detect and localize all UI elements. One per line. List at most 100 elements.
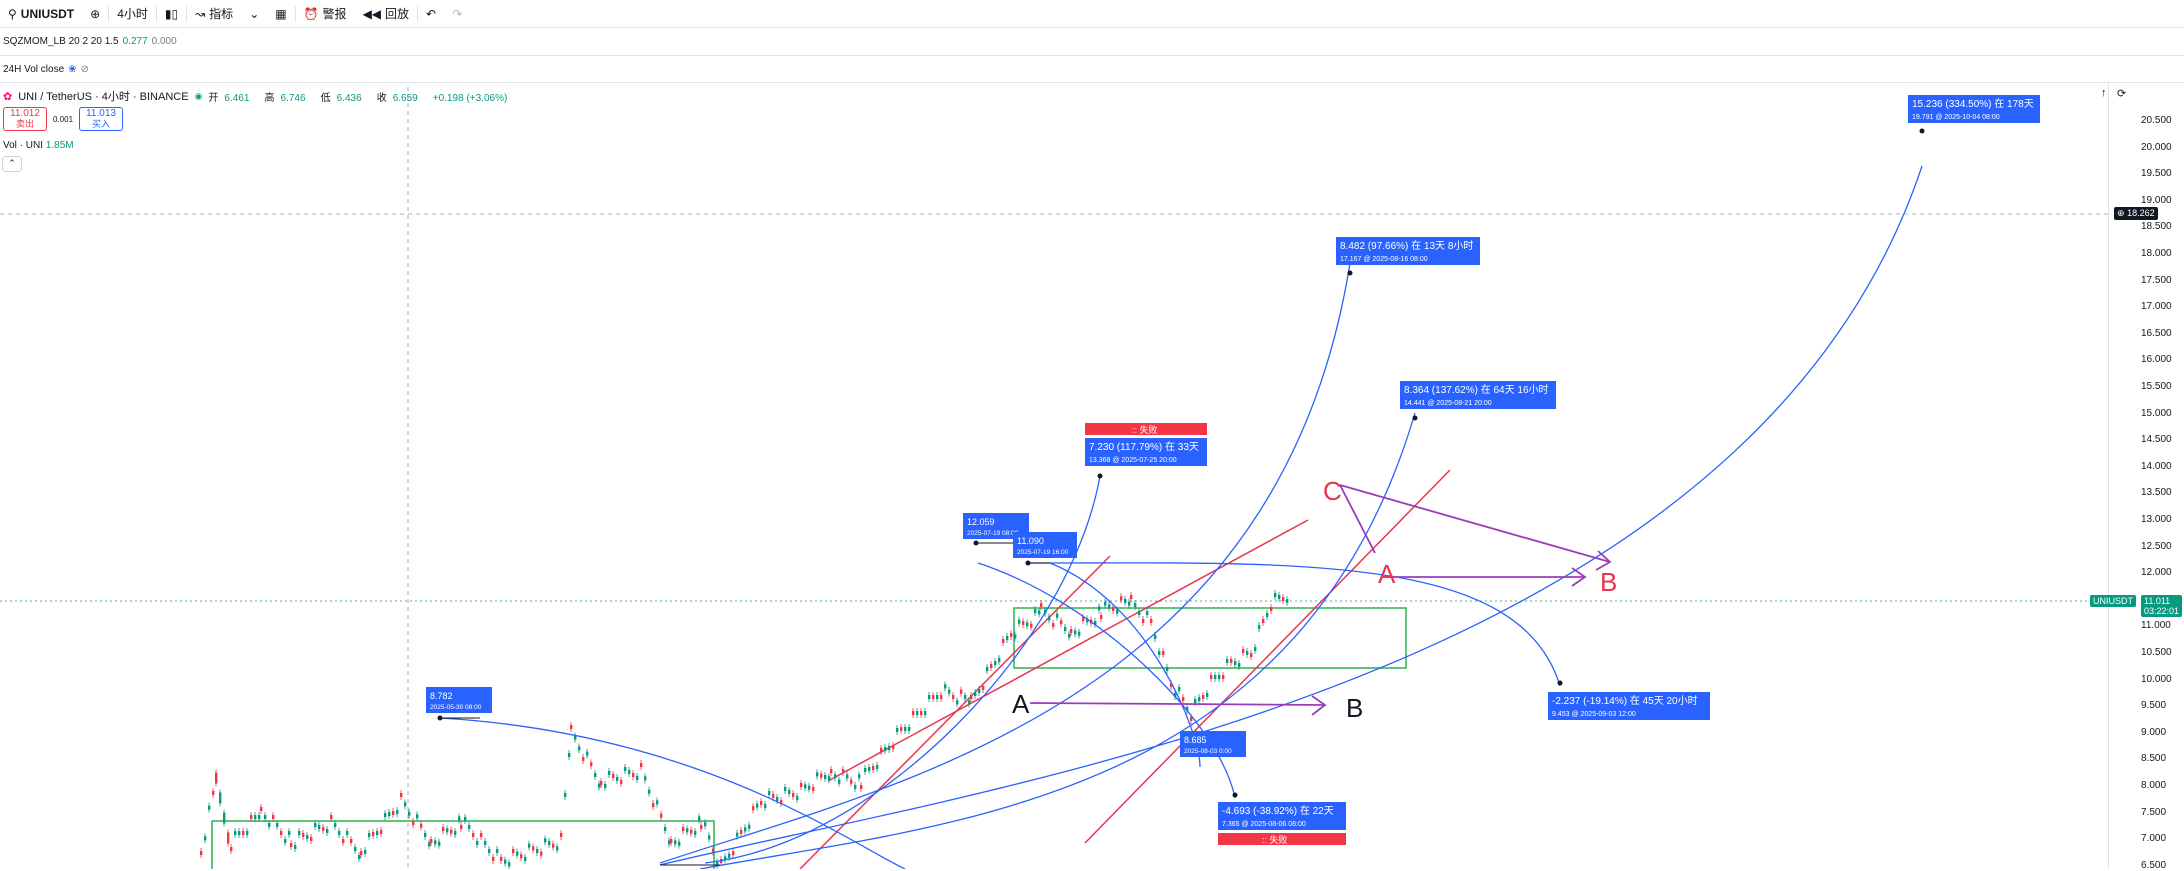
price-tick: 15.500 <box>2141 381 2172 392</box>
svg-text:8.482 (97.66%) 在 13天 8小时: 8.482 (97.66%) 在 13天 8小时 <box>1340 240 1473 252</box>
annotation-label[interactable]: -2.237 (-19.14%) 在 45天 20小时 9.453 @ 2025… <box>1548 692 1710 720</box>
svg-text:2025-07-19 16:00: 2025-07-19 16:00 <box>1017 549 1069 556</box>
symbol-name: UNIUSDT <box>20 6 75 21</box>
top-toolbar: ⚲ UNIUSDT ⊕ 4小时 ▮▯ ↝ 指标 ⌄ ▦ ⏰ 警报 ◀◀ 回放 ↶… <box>0 0 2184 28</box>
collapse-legend-button[interactable]: ⌃ <box>2 156 22 172</box>
price-axis[interactable]: ↑ ⟳ 20.500 20.000 19.500 19.000 18.500 18.000… <box>2101 83 2184 871</box>
svg-text:15.236 (334.50%) 在 178天: 15.236 (334.50%) 在 178天 <box>1912 98 2034 110</box>
hide-icon[interactable]: ⊘ <box>80 64 89 75</box>
svg-text:7.365 @ 2025-08-06 08:00: 7.365 @ 2025-08-06 08:00 <box>1222 821 1306 828</box>
svg-text:8.685: 8.685 <box>1184 735 1207 745</box>
svg-text:-4.693 (-38.92%) 在 22天: -4.693 (-38.92%) 在 22天 <box>1222 805 1334 817</box>
svg-text:9.453 @ 2025-09-03 12:00: 9.453 @ 2025-09-03 12:00 <box>1552 711 1636 718</box>
interval-button[interactable]: 4小时 <box>109 0 156 27</box>
divider <box>108 5 110 22</box>
undo-button[interactable]: ↶ <box>418 0 444 27</box>
undo-icon: ↶ <box>426 6 437 21</box>
interval-label: 4小时 <box>117 7 148 21</box>
price-tick: 8.000 <box>2141 780 2167 791</box>
indicators-icon: ↝ <box>195 6 206 21</box>
compare-button[interactable]: ⊕ <box>82 0 108 27</box>
annotation-label[interactable]: 8.364 (137.62%) 在 64天 16小时 14.441 @ 2025… <box>1400 381 1556 409</box>
range-box[interactable] <box>211 820 715 869</box>
divider <box>186 5 188 22</box>
symbol-search[interactable]: ⚲ UNIUSDT <box>0 0 82 27</box>
price-tick: 9.500 <box>2141 700 2167 712</box>
price-tick: 20.000 <box>2141 141 2172 153</box>
candles-icon: ▮▯ <box>164 6 179 21</box>
alarm-icon: ⏰ <box>303 6 319 21</box>
replay-button[interactable]: ◀◀ 回放 <box>355 0 417 27</box>
indicator-name: 24H Vol close <box>3 64 65 75</box>
pattern-letter-a: A <box>1378 559 1396 589</box>
trade-buttons: 11.012 卖出 0.001 11.013 买入 <box>3 107 124 131</box>
price-tick: 17.000 <box>2141 301 2172 313</box>
last-price-tag: 11.011 03:22:01 <box>2141 595 2183 617</box>
price-tick: 13.500 <box>2141 487 2172 499</box>
price-tick: 6.500 <box>2141 859 2167 871</box>
last-symbol-tag: UNIUSDT <box>2090 595 2136 607</box>
alert-label: 警报 <box>322 7 347 21</box>
channel-line[interactable] <box>799 555 1111 869</box>
price-tick: 16.000 <box>2141 354 2172 366</box>
chart-type-button[interactable]: ▮▯ <box>157 0 186 27</box>
svg-text:19.791 @ 2025-10-04 08:00: 19.791 @ 2025-10-04 08:00 <box>1912 114 2000 121</box>
indicator-row-sqzmom[interactable]: SQZMOM_LB 20 2 20 1.5 0.277 0.000 <box>0 28 2184 56</box>
grid-icon: ▦ <box>275 6 287 21</box>
annotation-label[interactable]: -4.693 (-38.92%) 在 22天 7.365 @ 2025-08-0… <box>1218 802 1346 845</box>
annotation-label[interactable]: 8.685 2025-08-03 0:00 <box>1180 731 1246 757</box>
price-tick: 17.500 <box>2141 274 2172 286</box>
channel-line[interactable] <box>1084 469 1451 844</box>
annotation-label[interactable]: 11.090 2025-07-19 16:00 <box>1013 532 1077 558</box>
svg-text:2025-05-30 08:00: 2025-05-30 08:00 <box>430 704 482 711</box>
reset-icon[interactable]: ⟳ <box>2117 88 2127 100</box>
indicators-label: 指标 <box>209 7 234 21</box>
price-tick: 12.500 <box>2141 540 2172 552</box>
sell-button[interactable]: 11.012 卖出 <box>3 107 47 131</box>
pattern-letter-b: B <box>1600 567 1617 597</box>
price-tick: 19.000 <box>2141 194 2172 206</box>
price-tick: 10.500 <box>2141 647 2172 658</box>
indicators-button[interactable]: ↝ 指标 ⌄ <box>187 0 267 27</box>
candlesticks <box>200 590 1289 869</box>
price-tick: 8.500 <box>2141 753 2167 765</box>
price-tick: 15.000 <box>2141 407 2172 419</box>
price-tick: 7.500 <box>2141 806 2167 818</box>
volume-legend[interactable]: Vol · UNI 1.85M <box>3 140 74 151</box>
price-tick: 12.000 <box>2141 567 2172 579</box>
price-tick: 13.000 <box>2141 514 2172 525</box>
price-tick: 11.000 <box>2141 620 2171 632</box>
svg-text::: 失败: :: 失败 <box>1262 834 1288 845</box>
scroll-up-icon[interactable]: ↑ <box>2101 87 2107 99</box>
price-tick: 18.500 <box>2141 221 2172 233</box>
annotation-label[interactable]: :: 失败 7.230 (117.79%) 在 33天 13.368 @ 202… <box>1085 423 1207 466</box>
divider <box>155 5 157 22</box>
price-chart[interactable]: A B A B C 15.236 (334.50%) 在 178天 19.791… <box>0 83 2108 869</box>
alert-button[interactable]: ⏰ 警报 <box>296 0 355 27</box>
annotation-label[interactable]: 15.236 (334.50%) 在 178天 19.791 @ 2025-10… <box>1908 95 2040 123</box>
divider <box>294 5 296 22</box>
price-tick: 14.500 <box>2141 434 2172 446</box>
svg-text::: 失败: :: 失败 <box>1132 424 1158 435</box>
annotation-label[interactable]: 8.782 2025-05-30 08:00 <box>426 687 492 713</box>
volume-value: 1.85M <box>45 140 74 151</box>
price-tick: 10.000 <box>2141 673 2172 685</box>
rewind-icon: ◀◀ <box>362 6 382 21</box>
svg-text:13.368 @ 2025-07-25 20:00: 13.368 @ 2025-07-25 20:00 <box>1089 457 1177 464</box>
svg-text:8.364 (137.62%) 在 64天 16小时: 8.364 (137.62%) 在 64天 16小时 <box>1404 384 1549 396</box>
annotation-label[interactable]: 8.482 (97.66%) 在 13天 8小时 17.167 @ 2025-0… <box>1336 237 1480 265</box>
settings-icon[interactable]: ❀ <box>68 64 77 75</box>
redo-button[interactable]: ↷ <box>444 0 470 27</box>
range-box[interactable] <box>1013 607 1407 669</box>
templates-button[interactable]: ▦ <box>267 0 294 27</box>
volume-label: Vol · UNI <box>3 140 44 151</box>
svg-text:8.782: 8.782 <box>430 691 453 701</box>
price-tick: 16.500 <box>2141 327 2172 339</box>
redo-icon: ↷ <box>452 6 463 21</box>
chevron-up-icon: ⌃ <box>8 158 16 168</box>
indicator-row-24hvol[interactable]: 24H Vol close ❀ ⊘ <box>0 57 2184 83</box>
symbol-title[interactable]: UNI / TetherUS · 4小时 · BINANCE <box>18 91 189 103</box>
replay-label: 回放 <box>385 7 410 21</box>
buy-button[interactable]: 11.013 买入 <box>79 107 124 131</box>
svg-text:-2.237 (-19.14%) 在 45天 20小时: -2.237 (-19.14%) 在 45天 20小时 <box>1552 695 1698 707</box>
